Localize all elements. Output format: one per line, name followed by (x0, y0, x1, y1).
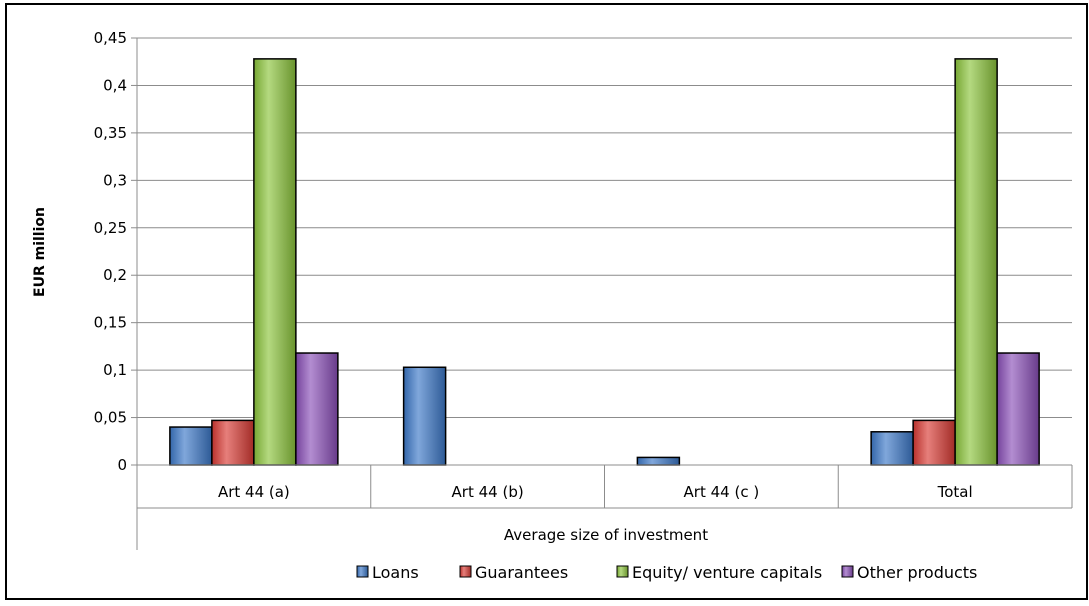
legend-label: Other products (857, 563, 977, 582)
category-axis: Art 44 (a) Art 44 (b) Art 44 (c ) Total (136, 465, 1073, 509)
legend-label: Loans (372, 563, 419, 582)
y-tick-label: 0,3 (103, 171, 127, 189)
bar (912, 419, 956, 466)
category-label: Total (937, 483, 973, 501)
chart-border (5, 3, 1088, 600)
y-axis-title: EUR million (32, 207, 48, 297)
bar (636, 456, 681, 466)
bar (996, 352, 1040, 466)
legend-swatch (616, 565, 629, 578)
y-tick-label: 0,15 (94, 314, 127, 332)
y-tick-label: 0,1 (103, 361, 127, 379)
legend: Loans Guarantees Equity/ venture capitals O… (356, 563, 977, 582)
legend-label: Guarantees (475, 563, 568, 582)
bar (211, 419, 255, 466)
y-axis-ticks: 0 0,05 0,1 0,15 0,2 0,25 0,3 0,35 0,4 0,45 (94, 29, 138, 550)
y-tick-label: 0,2 (103, 266, 127, 284)
y-tick-label: 0,35 (94, 124, 127, 142)
bar (169, 426, 213, 466)
legend-swatch (841, 565, 854, 578)
y-tick-label: 0,4 (103, 76, 127, 94)
legend-label: Equity/ venture capitals (632, 563, 822, 582)
bar (253, 58, 297, 466)
category-label: Art 44 (c ) (684, 483, 760, 501)
y-tick-label: 0,05 (94, 409, 127, 427)
category-label: Art 44 (b) (452, 483, 524, 501)
legend-swatch (356, 565, 369, 578)
legend-swatch (459, 565, 472, 578)
y-tick-label: 0 (117, 456, 127, 474)
y-tick-label: 0,45 (94, 29, 127, 47)
bar (402, 366, 447, 466)
bar (870, 431, 914, 466)
category-label: Art 44 (a) (218, 483, 290, 501)
x-axis-title: Average size of investment (504, 526, 708, 544)
bar (295, 352, 339, 466)
bar (954, 58, 998, 466)
bars (137, 58, 1072, 466)
y-tick-label: 0,25 (94, 219, 127, 237)
